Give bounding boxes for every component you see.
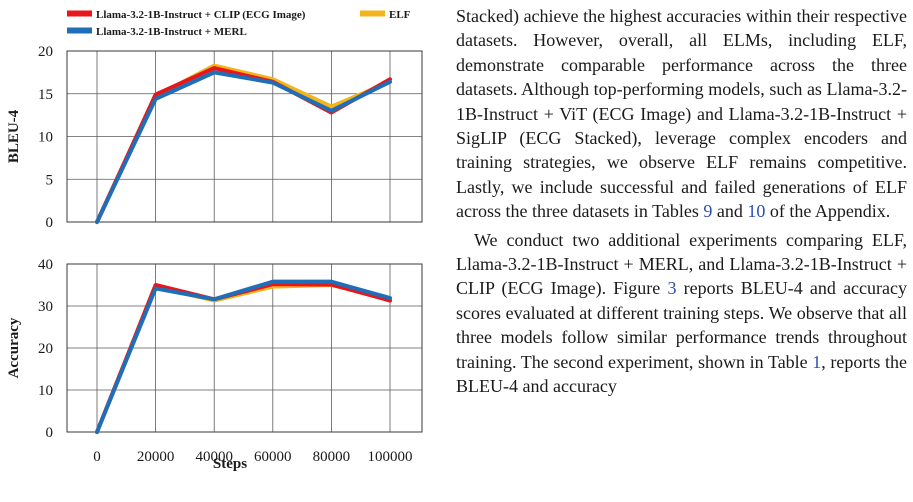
cross-reference-link[interactable]: 10 bbox=[747, 201, 766, 222]
bleu4-chart: 0 5 10 15 20 BLEU-4 bbox=[6, 44, 423, 231]
body-text-column: Stacked) achieve the highest accuracies … bbox=[456, 0, 907, 502]
accuracy-chart: 0 10 20 30 40 Accuracy 0 20000 40000 60000 80000 10… bbox=[6, 257, 423, 465]
y-tick-label: 0 bbox=[46, 425, 54, 441]
legend-swatch bbox=[67, 10, 92, 17]
x-tick-label: 80000 bbox=[313, 449, 351, 465]
paragraph-text: Stacked) achieve the highest accuracies … bbox=[456, 6, 907, 222]
legend: Llama-3.2-1B-Instruct + CLIP (ECG Image)… bbox=[67, 9, 411, 38]
plot-frame bbox=[66, 50, 423, 223]
cross-reference-link[interactable]: 1 bbox=[812, 351, 822, 372]
series-line bbox=[95, 63, 392, 224]
cross-reference-link[interactable]: 3 bbox=[667, 278, 677, 299]
paragraph-text: We conduct two additional experiments co… bbox=[456, 229, 907, 299]
y-tick-label: 10 bbox=[38, 383, 53, 399]
paragraph-text: and bbox=[712, 201, 748, 222]
y-tick-label: 20 bbox=[38, 44, 53, 60]
y-tick-label: 0 bbox=[46, 215, 54, 231]
y-tick-label: 5 bbox=[46, 172, 54, 188]
paragraph-text: reports BLEU-4 and accuracy scores evalu… bbox=[456, 278, 907, 372]
paragraph: We conduct two additional experiments co… bbox=[456, 228, 907, 399]
paragraph-text: of the Appendix. bbox=[765, 201, 891, 222]
series-line bbox=[95, 283, 392, 434]
figure-3: Llama-3.2-1B-Instruct + CLIP (ECG Image)… bbox=[6, 9, 423, 472]
legend-swatch bbox=[360, 10, 385, 17]
x-axis-label: Steps bbox=[213, 456, 247, 472]
legend-label: ELF bbox=[389, 9, 411, 21]
plot-frame bbox=[66, 263, 423, 433]
y-tick-label: 30 bbox=[38, 299, 53, 315]
series-line bbox=[95, 66, 392, 224]
paragraph: Stacked) achieve the highest accuracies … bbox=[456, 4, 907, 224]
cross-reference-link[interactable]: 9 bbox=[703, 201, 713, 222]
x-tick-label: 20000 bbox=[137, 449, 175, 465]
legend-label: Llama-3.2-1B-Instruct + MERL bbox=[96, 26, 247, 38]
x-tick-label: 0 bbox=[93, 449, 101, 465]
x-tick-label: 100000 bbox=[368, 449, 413, 465]
x-tick-label: 40000 bbox=[195, 449, 233, 465]
y-axis-label: BLEU-4 bbox=[6, 109, 22, 163]
legend-label: Llama-3.2-1B-Instruct + CLIP (ECG Image) bbox=[96, 9, 306, 21]
y-axis-label: Accuracy bbox=[6, 317, 22, 378]
y-tick-label: 20 bbox=[38, 341, 53, 357]
series-line bbox=[95, 70, 392, 224]
legend-swatch bbox=[67, 27, 92, 34]
paragraph-text: , reports the BLEU-4 and accuracy bbox=[456, 351, 907, 397]
series-line bbox=[95, 279, 392, 434]
y-tick-label: 15 bbox=[38, 87, 53, 103]
y-tick-label: 40 bbox=[38, 257, 53, 273]
y-tick-label: 10 bbox=[38, 130, 53, 146]
x-tick-label: 60000 bbox=[254, 449, 292, 465]
